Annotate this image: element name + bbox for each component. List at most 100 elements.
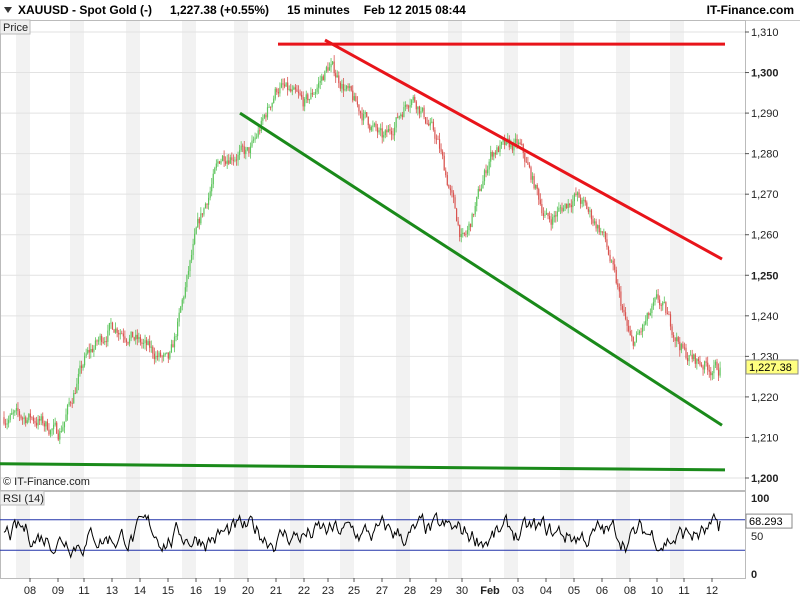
x-tick-label: 22 xyxy=(298,585,310,597)
x-tick-label: 08 xyxy=(24,585,36,597)
candle-body xyxy=(432,121,434,130)
candle-body xyxy=(288,88,290,90)
candle-body xyxy=(12,412,14,414)
candle-body xyxy=(194,233,196,244)
candle-body xyxy=(389,128,391,131)
candle-body xyxy=(597,225,599,229)
candle-body xyxy=(570,205,572,208)
datetime-label: Feb 12 2015 08:44 xyxy=(363,3,466,17)
candle-body xyxy=(621,306,624,310)
candle-body xyxy=(542,213,544,216)
candle-body xyxy=(46,421,48,430)
candle-body xyxy=(683,347,686,349)
candle-body xyxy=(417,106,419,110)
candle-body xyxy=(96,340,98,342)
candle-body xyxy=(623,309,625,313)
candle-body xyxy=(375,123,377,128)
candle-body xyxy=(421,107,424,112)
candle-body xyxy=(293,87,295,90)
candle-body xyxy=(113,329,115,333)
candle-body xyxy=(277,92,279,94)
rsi-tick-label: 0 xyxy=(751,569,757,581)
candle-body xyxy=(268,106,270,108)
candle-body xyxy=(611,260,613,262)
candle-body xyxy=(341,84,343,89)
rsi-series xyxy=(0,511,745,559)
candle-body xyxy=(209,191,211,198)
candle-body xyxy=(338,75,340,84)
chevron-down-icon[interactable] xyxy=(4,7,12,13)
candle-body xyxy=(305,94,307,100)
candle-body xyxy=(443,155,445,171)
candle-body xyxy=(372,125,374,128)
candle-body xyxy=(490,152,492,162)
candle-body xyxy=(177,321,179,337)
candle-body xyxy=(459,224,461,237)
candle-body xyxy=(640,331,642,333)
candle-body xyxy=(711,373,713,376)
last-rsi-box xyxy=(745,513,793,529)
candle-body xyxy=(649,313,651,316)
day-band xyxy=(234,492,248,578)
candle-body xyxy=(465,233,467,235)
candle-body xyxy=(322,76,324,81)
candle-body xyxy=(8,420,10,424)
candle-body xyxy=(383,135,385,138)
candle-body xyxy=(141,342,143,344)
candle-body xyxy=(225,161,227,164)
candle-body xyxy=(150,346,152,348)
candle-body xyxy=(504,139,506,145)
candle-body xyxy=(645,320,647,325)
candle-body xyxy=(257,130,259,137)
candle-body xyxy=(527,162,529,165)
interval-label: 15 minutes xyxy=(287,3,350,17)
candle-body xyxy=(657,294,659,300)
brand-label: IT-Finance.com xyxy=(706,3,794,17)
candle-body xyxy=(471,213,473,228)
candle-body xyxy=(576,192,579,196)
candle-body xyxy=(252,139,255,141)
x-tick-label: 04 xyxy=(540,585,552,597)
candle-body xyxy=(221,155,224,161)
candle-body xyxy=(342,84,345,91)
candle-body xyxy=(642,324,644,332)
day-band xyxy=(290,21,304,490)
candle-body xyxy=(197,218,199,228)
day-band xyxy=(504,21,518,490)
candle-body xyxy=(541,204,543,214)
candle-body xyxy=(428,123,430,126)
candle-body xyxy=(485,170,487,174)
candle-body xyxy=(266,107,269,118)
candle-body xyxy=(296,89,298,92)
candle-body xyxy=(99,335,101,341)
candle-body xyxy=(324,71,326,81)
candle-body xyxy=(34,421,36,423)
candle-body xyxy=(398,116,400,118)
day-band xyxy=(616,21,630,490)
candle-body xyxy=(454,197,456,209)
candle-body xyxy=(370,127,372,131)
candle-body xyxy=(186,274,188,288)
candle-body xyxy=(226,160,228,164)
candle-body xyxy=(691,354,693,360)
candle-body xyxy=(17,408,19,412)
candle-body xyxy=(381,128,383,138)
candle-body xyxy=(128,338,131,344)
candle-body xyxy=(156,355,159,358)
candle-body xyxy=(564,203,566,209)
candle-body xyxy=(242,145,244,147)
candle-body xyxy=(245,149,247,155)
candle-body xyxy=(110,322,112,324)
candle-body xyxy=(146,340,148,345)
day-band xyxy=(448,492,462,578)
candle-body xyxy=(437,138,439,140)
x-tick-label: 20 xyxy=(242,585,254,597)
candle-body xyxy=(63,421,66,428)
candle-body xyxy=(246,147,248,150)
price-tick-label: 1,200 xyxy=(751,473,779,485)
candle-body xyxy=(220,160,222,164)
candle-body xyxy=(609,254,611,262)
day-band xyxy=(182,492,196,578)
candle-body xyxy=(206,203,208,205)
x-tick-label: 05 xyxy=(568,585,580,597)
